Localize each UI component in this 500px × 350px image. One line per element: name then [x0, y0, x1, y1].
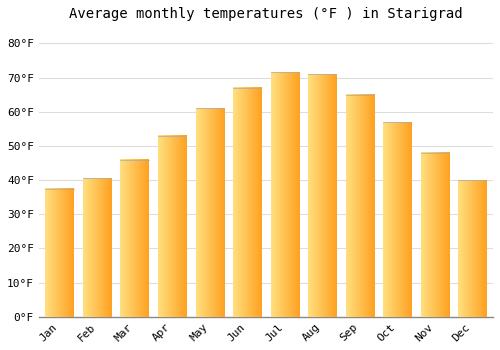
- Title: Average monthly temperatures (°F ) in Starigrad: Average monthly temperatures (°F ) in St…: [69, 7, 462, 21]
